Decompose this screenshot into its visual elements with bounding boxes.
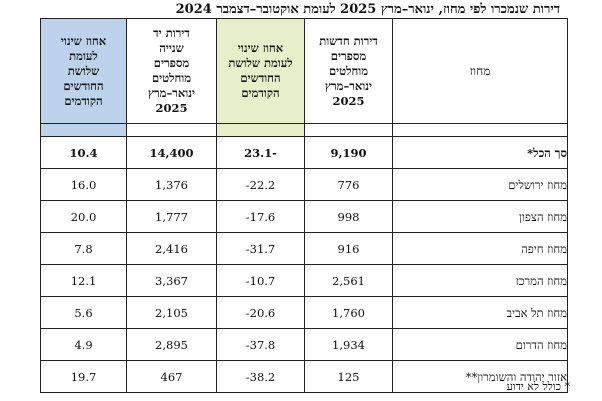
change-used-cell: 19.7: [40, 360, 127, 393]
header-new-apartments: דירות חדשות מספרים מוחלטים ינואר–מרץ 2025: [304, 18, 393, 124]
change-new-cell: 38.2-: [216, 360, 305, 393]
change-used-cell: 20.0: [40, 200, 127, 233]
region-cell: מחוז תל אביב: [392, 296, 568, 329]
used-cell: 2,416: [126, 232, 217, 265]
used-cell: 2,105: [126, 296, 217, 329]
region-cell: סך הכל*: [392, 136, 568, 169]
used-cell: 1,777: [126, 200, 217, 233]
region-cell: מחוז המרכז: [392, 264, 568, 297]
spacer-row: [40, 123, 568, 137]
header-change-new: אחוז שינוי לעומת שלושת החודשים הקודמים: [216, 18, 305, 124]
table-row: מחוז תל אביב 1,760 20.6- 2,105 5.6: [40, 296, 568, 329]
change-new-cell: -23.1: [216, 136, 305, 169]
region-cell: מחוז חיפה: [392, 232, 568, 265]
used-cell: 14,400: [126, 136, 217, 169]
table-row: מחוז הצפון 998 17.6- 1,777 20.0: [40, 200, 568, 233]
change-used-cell: 5.6: [40, 296, 127, 329]
change-used-cell: 4.9: [40, 328, 127, 361]
footnote: * כולל לא ידוע: [506, 380, 570, 393]
sales-by-district-table: מחוז דירות חדשות מספרים מוחלטים ינואר–מרץ 20…: [40, 18, 568, 393]
region-cell: מחוז הצפון: [392, 200, 568, 233]
change-new-cell: 20.6-: [216, 296, 305, 329]
used-cell: 1,376: [126, 168, 217, 201]
change-used-cell: 7.8: [40, 232, 127, 265]
new-cell: 9,190: [304, 136, 393, 169]
region-cell: מחוז ירושלים: [392, 168, 568, 201]
change-used-cell: 10.4: [40, 136, 127, 169]
region-cell: מחוז הדרום: [392, 328, 568, 361]
change-new-cell: 10.7-: [216, 264, 305, 297]
change-new-cell: 31.7-: [216, 232, 305, 265]
table-row: מחוז המרכז 2,561 10.7- 3,367 12.1: [40, 264, 568, 297]
table-row: מחוז ירושלים 776 22.2- 1,376 16.0: [40, 168, 568, 201]
region-cell: אזור יהודה והשומרון**: [392, 360, 568, 393]
new-cell: 125: [304, 360, 393, 393]
used-cell: 2,895: [126, 328, 217, 361]
header-change-used: אחוז שינוי לעומת שלושת החודשים הקודמים: [40, 18, 127, 124]
used-cell: 467: [126, 360, 217, 393]
table-row-total: סך הכל* 9,190 -23.1 14,400 10.4: [40, 136, 568, 169]
new-cell: 2,561: [304, 264, 393, 297]
new-cell: 776: [304, 168, 393, 201]
change-new-cell: 17.6-: [216, 200, 305, 233]
new-cell: 998: [304, 200, 393, 233]
table-row: מחוז חיפה 916 31.7- 2,416 7.8: [40, 232, 568, 265]
used-cell: 3,367: [126, 264, 217, 297]
table-row: מחוז הדרום 1,934 37.8- 2,895 4.9: [40, 328, 568, 361]
table-body: סך הכל* 9,190 -23.1 14,400 10.4 מחוז ירו…: [40, 136, 568, 393]
header-row: מחוז דירות חדשות מספרים מוחלטים ינואר–מרץ 20…: [40, 18, 568, 124]
change-new-cell: 22.2-: [216, 168, 305, 201]
header-region: מחוז: [392, 18, 568, 124]
new-cell: 1,934: [304, 328, 393, 361]
new-cell: 1,760: [304, 296, 393, 329]
change-new-cell: 37.8-: [216, 328, 305, 361]
new-cell: 916: [304, 232, 393, 265]
page-title: דירות שנמכרו לפי מחוז, ינואר–מרץ 2025 לע…: [175, 2, 560, 17]
change-used-cell: 12.1: [40, 264, 127, 297]
change-used-cell: 16.0: [40, 168, 127, 201]
table-row: אזור יהודה והשומרון** 125 38.2- 467 19.7: [40, 360, 568, 393]
header-used-apartments: דירות יד שנייה מספרים מוחלטים ינואר–מרץ 2025: [126, 18, 217, 124]
